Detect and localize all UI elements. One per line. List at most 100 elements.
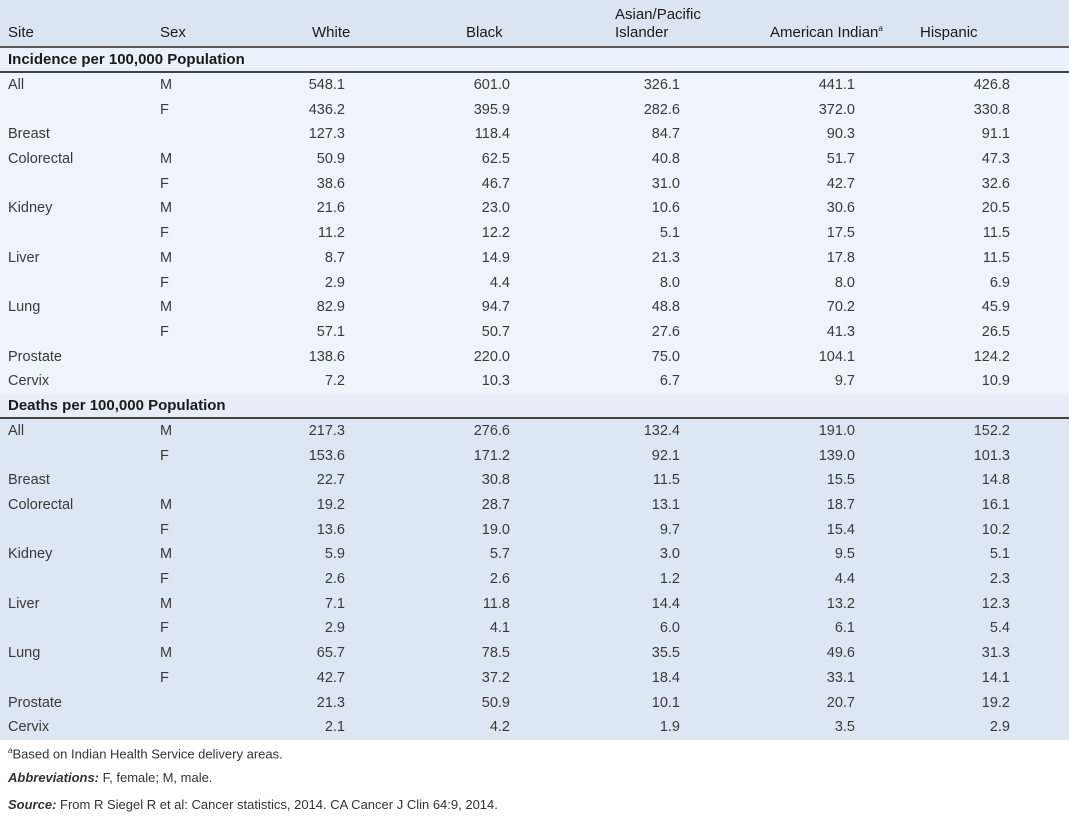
footnote-marker: a (8, 745, 13, 755)
cell-site: Colorectal (8, 151, 74, 168)
section-heading: Deaths per 100,000 Population (0, 393, 1069, 419)
table-row: All M 217.3 276.6 132.4 191.0 152.2 (0, 418, 1069, 444)
cell-sex: M (160, 151, 173, 168)
cell-black: 4.2 (489, 719, 510, 736)
cell-white: 138.6 (308, 348, 345, 365)
cell-american-indian: 17.5 (826, 225, 855, 242)
cell-american-indian: 104.1 (818, 348, 855, 365)
cell-hispanic: 152.2 (973, 422, 1010, 439)
cell-black: 118.4 (474, 126, 510, 143)
cell-asian: 8.0 (659, 274, 680, 291)
cell-site: Lung (8, 299, 41, 316)
cell-black: 5.7 (489, 546, 510, 563)
table-row: Liver M 8.7 14.9 21.3 17.8 11.5 (0, 245, 1069, 271)
source-label: Source: (8, 796, 57, 812)
cell-asian: 48.8 (651, 299, 680, 316)
abbreviations-label: Abbreviations: (8, 769, 100, 785)
cell-sex: M (160, 497, 173, 513)
cell-black: 276.6 (473, 422, 510, 439)
cell-asian: 11.5 (652, 472, 680, 489)
header-white: White (312, 24, 351, 41)
cell-white: 2.9 (324, 274, 345, 291)
table-row: Prostate 21.3 50.9 10.1 20.7 19.2 (0, 690, 1069, 716)
cell-black: 14.9 (481, 249, 510, 266)
cell-american-indian: 70.2 (826, 299, 855, 316)
cell-sex: F (160, 571, 169, 588)
cell-site: All (8, 77, 25, 93)
table-row: Liver M 7.1 11.8 14.4 13.2 12.3 (0, 591, 1069, 617)
table-row: F 42.7 37.2 18.4 33.1 14.1 (0, 665, 1069, 691)
cell-black: 12.2 (481, 225, 510, 242)
cell-hispanic: 19.2 (981, 694, 1010, 711)
cell-sex: F (160, 101, 169, 118)
table-row: Colorectal M 50.9 62.5 40.8 51.7 47.3 (0, 147, 1069, 172)
header-sex: Sex (160, 24, 186, 41)
cell-hispanic: 10.2 (981, 521, 1010, 538)
header-hispanic: Hispanic (920, 24, 978, 41)
cell-american-indian: 90.3 (826, 126, 855, 143)
cell-american-indian: 9.5 (834, 546, 855, 563)
cell-asian: 27.6 (651, 323, 680, 340)
cell-asian: 6.7 (659, 373, 680, 390)
cell-hispanic: 5.4 (989, 620, 1010, 637)
cell-asian: 13.1 (651, 497, 680, 513)
abbreviations: Abbreviations: F, female; M, male. (8, 767, 1069, 794)
cell-white: 8.7 (324, 249, 345, 266)
cell-white: 50.9 (316, 151, 345, 168)
cell-site: Kidney (8, 546, 53, 563)
cell-white: 13.6 (316, 521, 345, 538)
cell-white: 21.6 (316, 200, 345, 217)
cell-american-indian: 6.1 (834, 620, 855, 637)
cell-asian: 21.3 (651, 249, 680, 266)
cell-white: 2.6 (324, 571, 345, 588)
cell-asian: 35.5 (651, 645, 680, 662)
table-row: Lung M 65.7 78.5 35.5 49.6 31.3 (0, 641, 1069, 666)
cell-black: 171.2 (473, 447, 510, 464)
cell-site: Cervix (8, 719, 50, 736)
cell-black: 601.0 (473, 77, 510, 93)
cell-black: 94.7 (481, 299, 510, 316)
cell-site: Prostate (8, 694, 62, 711)
cell-white: 42.7 (316, 669, 345, 686)
table-row: Cervix 7.2 10.3 6.7 9.7 10.9 (0, 369, 1069, 394)
footnote: aBased on Indian Health Service delivery… (8, 740, 1069, 767)
table-row: Cervix 2.1 4.2 1.9 3.5 2.9 (0, 715, 1069, 740)
cell-white: 19.2 (316, 497, 345, 513)
source-text: From R Siegel R et al: Cancer statistics… (56, 796, 498, 812)
cell-white: 436.2 (308, 101, 345, 118)
cell-sex: M (160, 645, 173, 662)
table-row: F 13.6 19.0 9.7 15.4 10.2 (0, 517, 1069, 543)
cell-hispanic: 426.8 (973, 77, 1010, 93)
cell-white: 57.1 (316, 323, 345, 340)
cell-site: Lung (8, 645, 41, 662)
cell-american-indian: 8.0 (834, 274, 855, 291)
cell-asian: 10.1 (651, 694, 680, 711)
cell-white: 11.2 (317, 225, 345, 242)
cell-white: 82.9 (316, 299, 345, 316)
cell-white: 7.2 (324, 373, 345, 390)
cell-black: 19.0 (481, 521, 510, 538)
cell-asian: 31.0 (651, 175, 680, 192)
cell-american-indian: 30.6 (826, 200, 855, 217)
table-row: Breast 127.3 118.4 84.7 90.3 91.1 (0, 122, 1069, 148)
source: Source: From R Siegel R et al: Cancer st… (8, 794, 1069, 821)
header-american-indian: American Indiana (770, 20, 883, 42)
cell-asian: 1.9 (659, 719, 680, 736)
cell-black: 46.7 (481, 175, 510, 192)
cell-site: Colorectal (8, 497, 74, 513)
cell-american-indian: 15.5 (826, 472, 855, 489)
cell-hispanic: 11.5 (982, 249, 1010, 266)
cell-hispanic: 20.5 (981, 200, 1010, 217)
cell-white: 38.6 (316, 175, 345, 192)
table-notes: aBased on Indian Health Service delivery… (0, 740, 1069, 821)
table-row: Breast 22.7 30.8 11.5 15.5 14.8 (0, 468, 1069, 493)
cell-hispanic: 124.2 (973, 348, 1010, 365)
cell-black: 50.7 (481, 323, 510, 340)
cell-asian: 84.7 (651, 126, 680, 143)
cell-american-indian: 3.5 (834, 719, 855, 736)
incidence-section: Incidence per 100,000 Population All M 548.… (0, 48, 1069, 394)
cell-black: 30.8 (481, 472, 510, 489)
cell-white: 5.9 (324, 546, 345, 563)
cell-hispanic: 45.9 (981, 299, 1010, 316)
cell-site: Liver (8, 249, 40, 266)
